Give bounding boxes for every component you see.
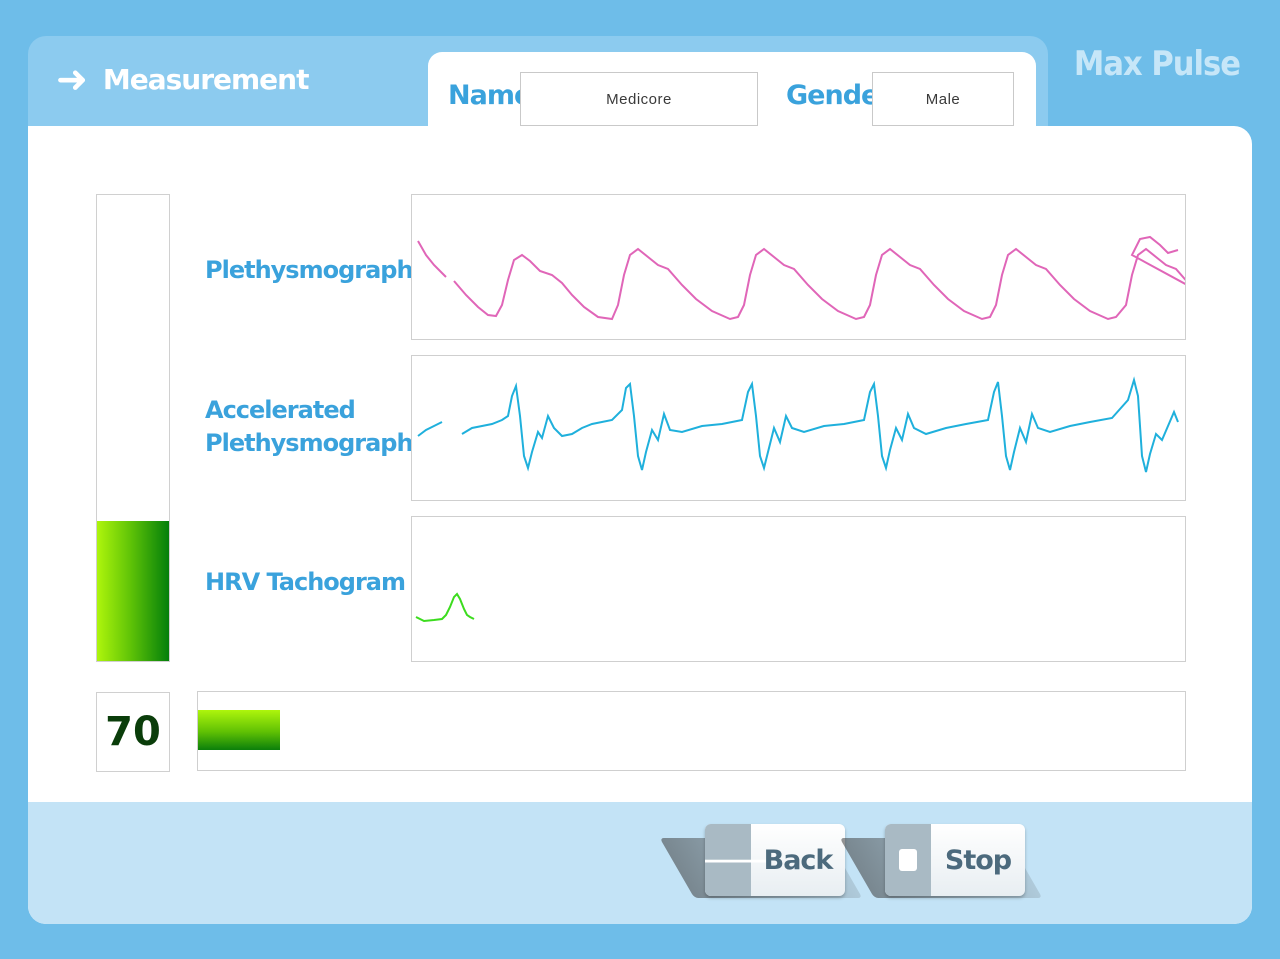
stop-square-icon [885,824,931,896]
plethysmograph-panel [411,194,1186,340]
vertical-level-meter [96,194,170,662]
hrv-tachogram-trace [415,592,475,623]
back-button[interactable]: 🡐 Back [659,824,863,898]
bottom-toolbar [28,802,1252,924]
measurement-value: 70 [96,692,170,772]
vertical-level-fill [97,521,169,661]
page-title: ➜ Measurement [56,57,310,101]
accelerated-plethysmograph-chart [417,376,1179,473]
accelerated-label-line2: Plethysmograph [205,429,414,457]
progress-bar [197,691,1186,771]
progress-fill [198,710,280,750]
stop-button[interactable]: Stop [839,824,1043,898]
arrow-right-icon: ➜ [56,57,88,101]
brand-logo: Max Pulse [1073,44,1241,84]
accelerated-plethysmograph-label: Accelerated Plethysmograph [205,394,414,460]
hrv-tachogram-panel [411,516,1186,662]
plethysmograph-label: Plethysmograph [205,256,414,284]
name-label: Name [448,80,532,111]
plethysmograph-chart [417,235,1185,321]
accelerated-plethysmograph-panel [411,355,1186,501]
name-field[interactable]: Medicore [520,72,758,126]
stop-button-label: Stop [944,844,1012,876]
accelerated-plethysmograph-trace [417,376,1179,473]
measurement-card: Plethysmograph Accelerated Plethysmograp… [28,126,1252,924]
hrv-tachogram-label: HRV Tachogram [205,568,406,596]
gender-field[interactable]: Male [872,72,1014,126]
back-button-label: Back [763,844,834,876]
page-title-text: Measurement [102,62,310,96]
plethysmograph-trace [417,235,1185,321]
hrv-tachogram-chart [415,592,475,623]
arrow-left-icon: 🡐 [705,824,774,896]
accelerated-label-line1: Accelerated [205,396,356,424]
patient-info-panel: Name Medicore Gender Male [428,52,1036,132]
